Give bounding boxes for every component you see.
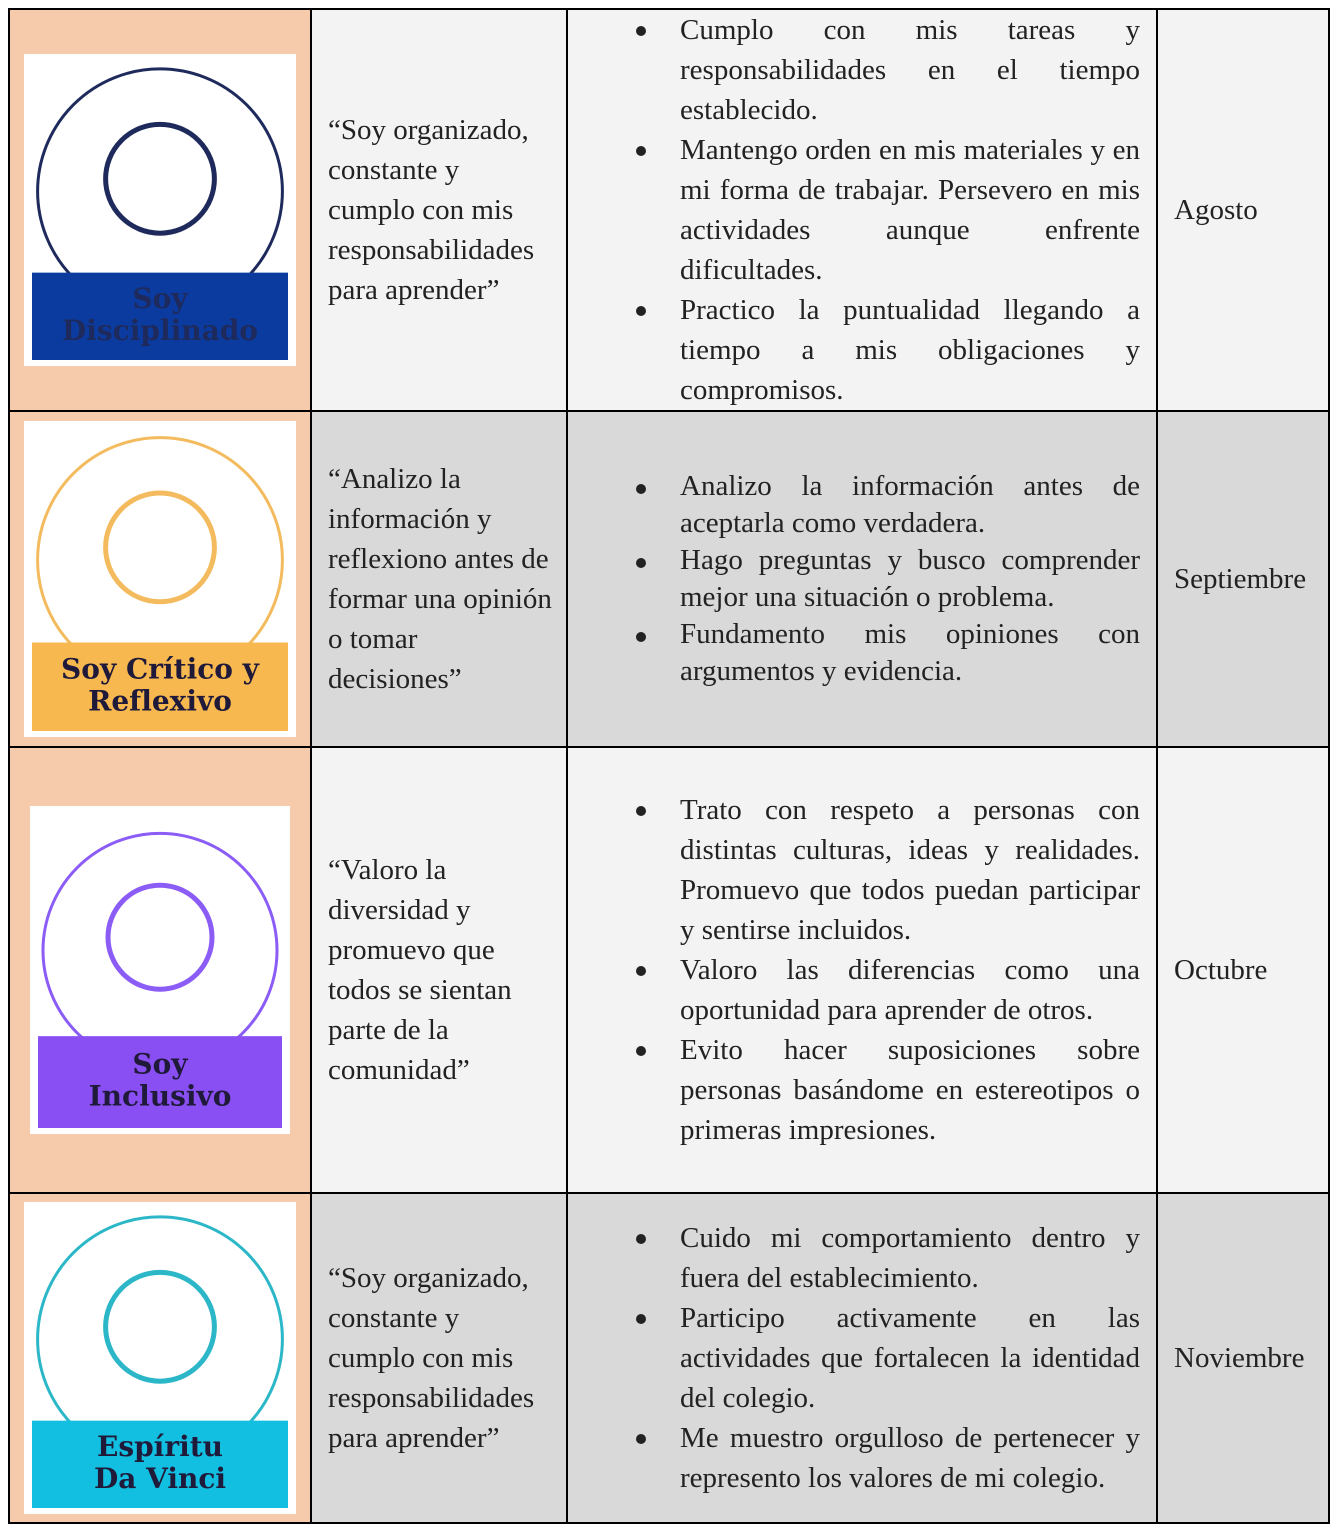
quote-text: “Soy organizado, constante y cumplo con …	[328, 1262, 535, 1454]
badge-icon	[103, 1269, 217, 1384]
badge-label: Soy	[132, 1048, 188, 1081]
bullet-item: Valoro las diferencias como una oportuni…	[636, 950, 1140, 1030]
bullet-list: Trato con respeto a personas con distint…	[568, 790, 1140, 1150]
bullets-cell: Cuido mi comportamiento dentro y fuera d…	[566, 1192, 1158, 1524]
bullet-item: Practico la puntualidad llegando a tiemp…	[636, 290, 1140, 410]
bullet-item: Trato con respeto a personas con distint…	[636, 790, 1140, 950]
bullet-item: Evito hacer suposiciones sobre personas …	[636, 1030, 1140, 1150]
bullets-cell: Cumplo con mis tareas y responsabilidade…	[566, 8, 1158, 412]
badge-icon	[103, 490, 217, 605]
badge-label: Espíritu	[97, 1430, 223, 1463]
badge-label: Soy Crítico y	[61, 652, 260, 685]
bullet-item: Analizo la información antes de aceptarl…	[636, 468, 1140, 542]
bullet-item: Fundamento mis opiniones con argumentos …	[636, 616, 1140, 690]
badge-label: Reflexivo	[88, 684, 232, 717]
bullet-item: Hago preguntas y busco comprender mejor …	[636, 542, 1140, 616]
bullet-item: Cumplo con mis tareas y responsabilidade…	[636, 10, 1140, 130]
quote-cell: “Soy organizado, constante y cumplo con …	[310, 1192, 568, 1524]
badge-cell: Soy Inclusivo	[8, 746, 312, 1194]
month-cell: Septiembre	[1156, 410, 1330, 748]
badge-banner	[32, 272, 288, 360]
bullet-item: Cuido mi comportamiento dentro y fuera d…	[636, 1218, 1140, 1298]
bullet-list: Analizo la información antes de aceptarl…	[568, 468, 1140, 690]
badge-cell: Soy Crítico y Reflexivo	[8, 410, 312, 748]
badge-cell: Espíritu Da Vinci	[8, 1192, 312, 1524]
bullet-list: Cuido mi comportamiento dentro y fuera d…	[568, 1218, 1140, 1498]
month-text: Octubre	[1174, 954, 1268, 986]
month-cell: Noviembre	[1156, 1192, 1330, 1524]
badge-icon	[103, 121, 217, 236]
badge-label: Disciplinado	[62, 314, 258, 347]
quote-text: “Analizo la información y reflexiono ant…	[328, 463, 552, 695]
table-row: Soy Crítico y Reflexivo “Analizo la inform…	[8, 410, 1330, 748]
quote-text: “Valoro la diversidad y promuevo que tod…	[328, 854, 512, 1086]
quote-cell: “Analizo la información y reflexiono ant…	[310, 410, 568, 748]
quote-cell: “Valoro la diversidad y promuevo que tod…	[310, 746, 568, 1194]
bullet-item: Me muestro orgulloso de pertenecer y rep…	[636, 1418, 1140, 1498]
bullets-cell: Trato con respeto a personas con distint…	[566, 746, 1158, 1194]
values-table: Soy Disciplinado “Soy organizado, constant…	[8, 8, 1330, 1524]
badge-banner	[38, 1036, 282, 1128]
month-cell: Agosto	[1156, 8, 1330, 412]
quote-cell: “Soy organizado, constante y cumplo con …	[310, 8, 568, 412]
month-text: Agosto	[1174, 194, 1258, 226]
badge-label: Soy	[132, 282, 188, 315]
badge-label: Inclusivo	[89, 1080, 232, 1113]
badge-icon	[105, 882, 215, 992]
table-row: Espíritu Da Vinci “Soy organizado, constan…	[8, 1192, 1330, 1524]
month-text: Septiembre	[1174, 563, 1307, 595]
bullet-item: Mantengo orden en mis materiales y en mi…	[636, 130, 1140, 290]
bullet-item: Participo activamente en las actividades…	[636, 1298, 1140, 1418]
table-row: Soy Inclusivo “Valoro la diversidad y prom…	[8, 746, 1330, 1194]
month-text: Noviembre	[1174, 1342, 1305, 1374]
badge-banner	[32, 1420, 288, 1508]
badge-label: Da Vinci	[94, 1462, 226, 1495]
bullet-list: Cumplo con mis tareas y responsabilidade…	[568, 10, 1140, 410]
badge-cell: Soy Disciplinado	[8, 8, 312, 412]
bullets-cell: Analizo la información antes de aceptarl…	[566, 410, 1158, 748]
quote-text: “Soy organizado, constante y cumplo con …	[328, 114, 535, 306]
badge-banner	[32, 642, 288, 731]
table-row: Soy Disciplinado “Soy organizado, constant…	[8, 8, 1330, 412]
month-cell: Octubre	[1156, 746, 1330, 1194]
